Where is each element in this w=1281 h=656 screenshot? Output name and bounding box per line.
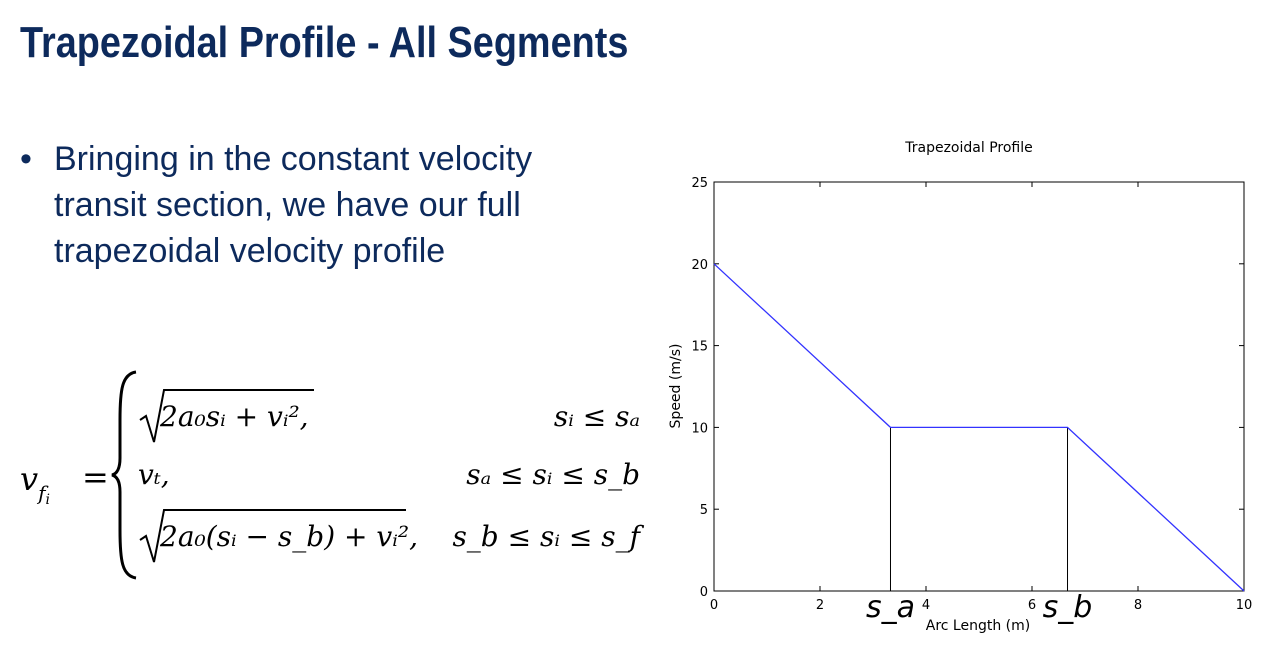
case-expression-1: 2a₀sᵢ + vᵢ², bbox=[138, 389, 314, 443]
plot-frame bbox=[713, 181, 1245, 592]
sqrt-icon bbox=[139, 509, 406, 563]
chart-title: Trapezoidal Profile bbox=[904, 140, 1032, 156]
piecewise-equation: vfi = 2a₀sᵢ + vᵢ², sᵢ ≤ sₐ vₜ, sₐ ≤ sᵢ ≤… bbox=[10, 360, 650, 590]
vertical-marker-label: s_b bbox=[1043, 590, 1093, 625]
x-tick-label: 8 bbox=[1134, 598, 1142, 613]
y-tick-label: 5 bbox=[700, 503, 708, 518]
chart-svg: Trapezoidal Profile Arc Length (m) Speed… bbox=[668, 140, 1252, 634]
equation-lhs-subsubscript: i bbox=[45, 492, 50, 508]
vertical-marker-label: s_a bbox=[866, 590, 915, 625]
y-tick-label: 20 bbox=[691, 258, 708, 273]
sqrt-icon bbox=[139, 389, 314, 443]
equation-lhs-symbol: v bbox=[20, 460, 39, 498]
equation-lhs-subscript: f bbox=[38, 481, 46, 505]
y-axis-label: Speed (m/s) bbox=[668, 344, 684, 429]
case-expression-3: 2a₀(sᵢ − s_b) + vᵢ², bbox=[138, 509, 418, 563]
x-tick-label: 4 bbox=[922, 598, 930, 613]
bullet-line: Bringing in the constant velocity bbox=[54, 140, 533, 178]
y-tick-label: 0 bbox=[700, 585, 708, 600]
y-tick-label: 15 bbox=[691, 340, 708, 355]
y-tick-label: 10 bbox=[691, 421, 708, 436]
left-brace-icon bbox=[111, 370, 137, 580]
x-axis-label: Arc Length (m) bbox=[926, 618, 1030, 634]
x-tick-label: 2 bbox=[816, 598, 824, 613]
bullet-line: transit section, we have our full bbox=[54, 186, 521, 224]
case-condition-2: sₐ ≤ sᵢ ≤ s_b bbox=[466, 458, 640, 491]
case-expression-text: 2a₀(sᵢ − s_b) + vᵢ², bbox=[160, 520, 418, 553]
bullet-marker: • bbox=[20, 140, 32, 178]
series-line bbox=[713, 263, 1245, 592]
trapezoidal-profile-chart: Trapezoidal Profile Arc Length (m) Speed… bbox=[660, 130, 1270, 645]
slide-title: Trapezoidal Profile - All Segments bbox=[20, 18, 629, 67]
case-expression-text: 2a₀sᵢ + vᵢ², bbox=[160, 400, 309, 433]
y-tick-label: 25 bbox=[691, 176, 708, 191]
plot-area: 0 2 4 6 8 10 0 5 10 15 20 25 s_a s_b bbox=[691, 176, 1252, 625]
case-expression-2: vₜ, bbox=[138, 458, 170, 491]
bullet-line: trapezoidal velocity profile bbox=[54, 232, 446, 270]
equals-sign: = bbox=[82, 458, 109, 496]
case-condition-3: s_b ≤ sᵢ ≤ s_f bbox=[452, 520, 640, 553]
bullet-text: Bringing in the constant velocity transi… bbox=[54, 136, 654, 274]
x-tick-label: 10 bbox=[1236, 598, 1253, 613]
x-tick-label: 6 bbox=[1028, 598, 1036, 613]
x-tick-label: 0 bbox=[710, 598, 718, 613]
case-condition-1: sᵢ ≤ sₐ bbox=[553, 400, 640, 433]
equation-lhs: vfi bbox=[20, 460, 50, 508]
